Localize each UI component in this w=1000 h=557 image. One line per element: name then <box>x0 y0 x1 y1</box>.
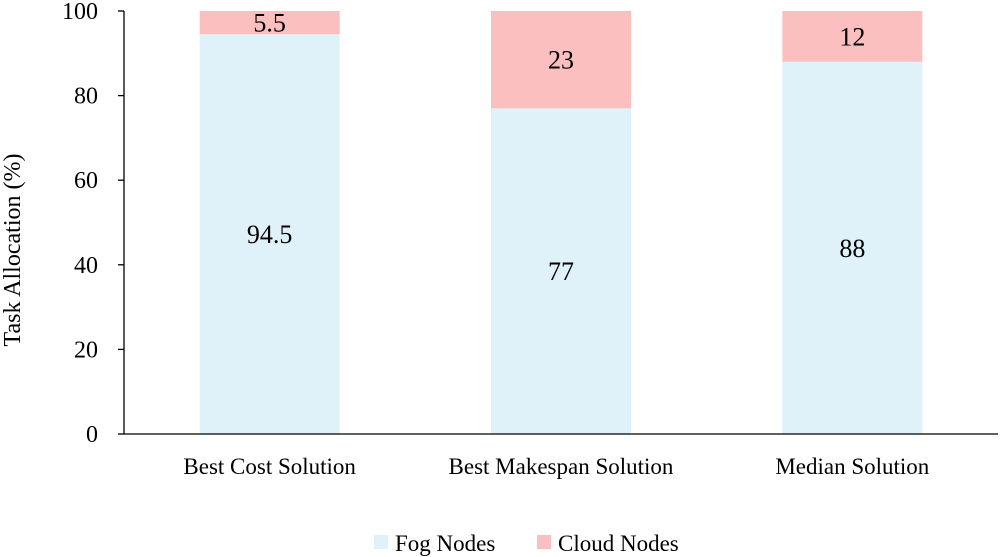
y-tick-label: 80 <box>74 84 98 110</box>
y-axis-title: Task Allocation (%) <box>0 154 26 347</box>
bars-layer <box>199 11 923 434</box>
legend-swatch-cloud-nodes <box>537 535 551 549</box>
data-label-cloud-nodes-3: 12 <box>839 22 865 51</box>
legend-label-fog-nodes: Fog Nodes <box>395 531 495 556</box>
bar-fog-nodes-1 <box>199 34 340 434</box>
x-tick-label: Median Solution <box>775 454 929 479</box>
data-label-cloud-nodes-2: 23 <box>548 46 574 75</box>
bar-fog-nodes-3 <box>782 61 923 434</box>
data-label-cloud-nodes-1: 5.5 <box>253 9 286 38</box>
y-tick-label: 60 <box>74 168 98 194</box>
x-tick-label: Best Cost Solution <box>183 454 356 479</box>
legend-label-cloud-nodes: Cloud Nodes <box>558 531 679 556</box>
data-label-fog-nodes-1: 94.5 <box>247 220 293 249</box>
bar-cloud-nodes-1 <box>199 11 340 35</box>
y-tick-label: 100 <box>62 0 98 25</box>
data-labels-layer: 94.5 5.5 77 23 88 12 <box>247 9 865 287</box>
y-tick-label: 0 <box>86 422 98 448</box>
y-tick-label: 20 <box>74 337 98 363</box>
legend-swatch-fog-nodes <box>374 535 388 549</box>
bar-cloud-nodes-2 <box>491 11 631 109</box>
data-label-fog-nodes-3: 88 <box>839 234 865 263</box>
data-label-fog-nodes-2: 77 <box>548 257 574 286</box>
axes-layer: Best Cost Solution Best Makespan Solution… <box>62 0 998 479</box>
y-tick-label: 40 <box>74 253 98 279</box>
bar-fog-nodes-2 <box>491 108 631 434</box>
x-tick-label: Best Makespan Solution <box>449 454 674 479</box>
legend: Fog Nodes Cloud Nodes <box>374 531 679 556</box>
bar-cloud-nodes-3 <box>782 11 923 62</box>
